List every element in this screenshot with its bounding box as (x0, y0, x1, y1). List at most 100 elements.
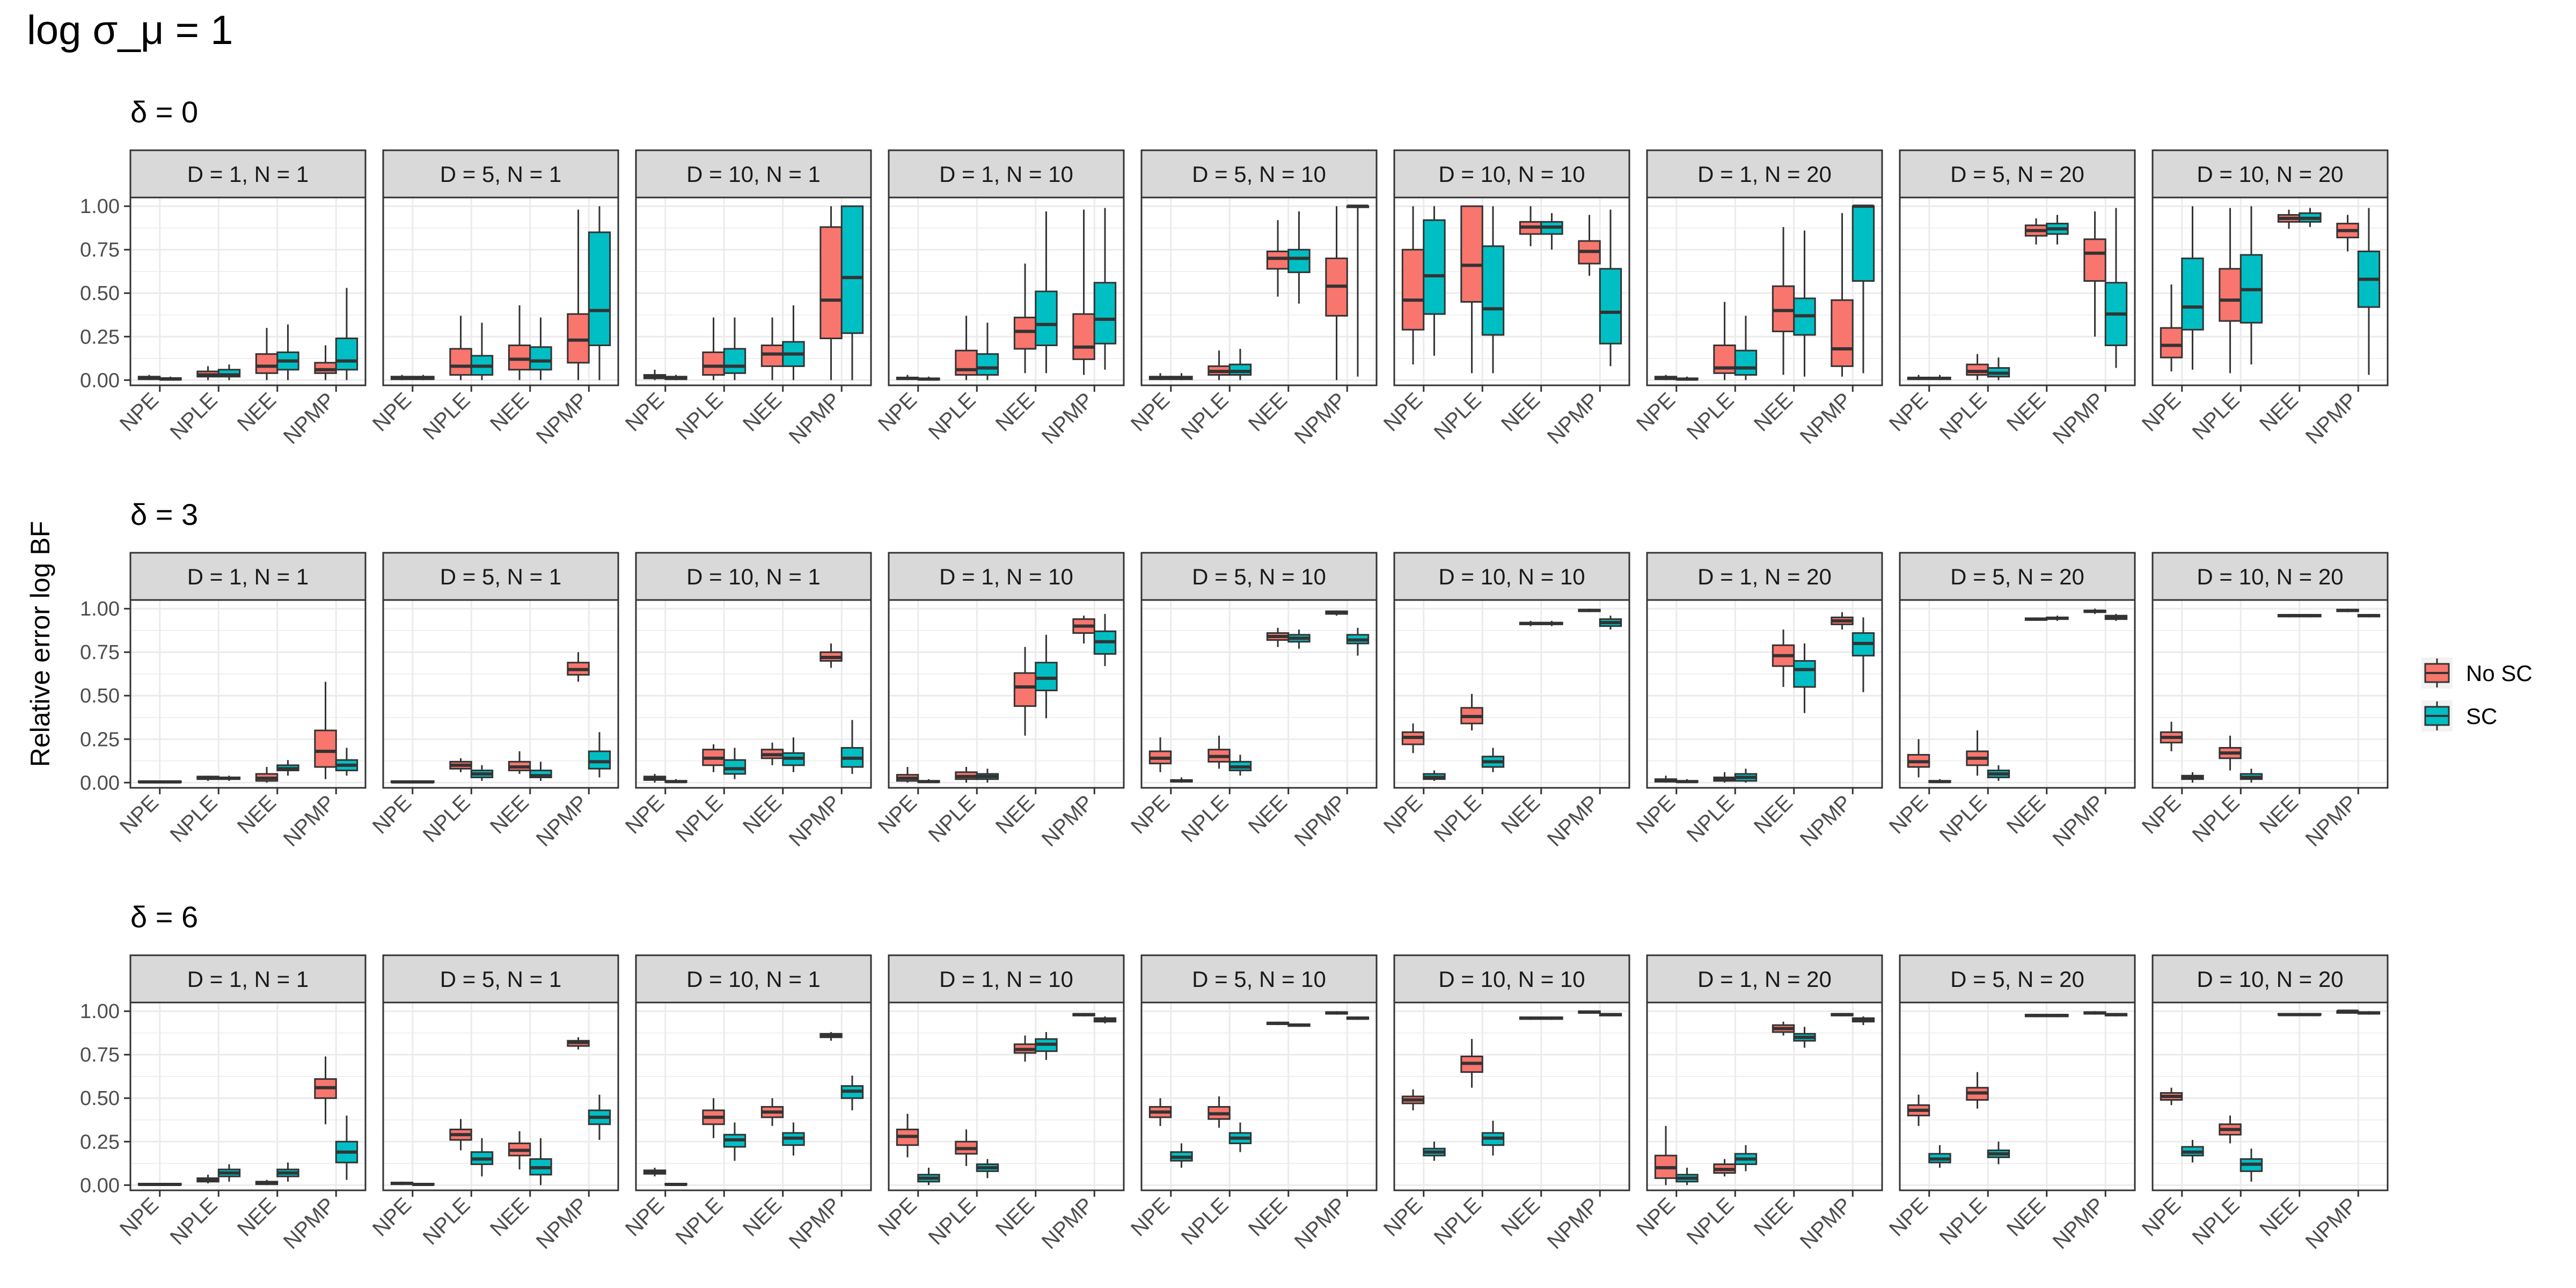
x-tick-label: NEE (1750, 1193, 1797, 1241)
x-tick-label: NEE (1750, 388, 1797, 436)
x-tick-label: NPLE (419, 1193, 475, 1249)
box-no-sc (1966, 1072, 1989, 1109)
panel-background (1647, 600, 1882, 788)
box-no-sc (567, 209, 590, 380)
box-sc (2299, 1013, 2322, 1016)
box-sc (1035, 1032, 1058, 1060)
box-sc (335, 288, 358, 380)
box-no-sc (955, 1129, 978, 1166)
box-sc (917, 779, 940, 784)
box-no-sc (1266, 220, 1290, 297)
box-no-sc (1013, 1035, 1037, 1062)
x-tick-label: NPMP (532, 1193, 592, 1254)
panel-border (129, 1001, 367, 1191)
strip-background (1646, 954, 1883, 1004)
strip-label: D = 5, N = 1 (440, 162, 561, 187)
x-tick-label: NEE (991, 791, 1039, 838)
box-sc (470, 323, 494, 380)
x-tick-label: NPLE (1682, 388, 1739, 444)
box-body (588, 231, 611, 346)
x-tick-label: NPLE (1430, 1193, 1486, 1249)
box-sc (1540, 1016, 1563, 1020)
box-sc (782, 1122, 805, 1156)
panel-border (2151, 599, 2389, 789)
box-sc (529, 762, 552, 781)
panel-background (1900, 197, 2135, 385)
x-tick-label: NPE (1379, 1193, 1427, 1241)
strip-label: D = 1, N = 1 (187, 967, 309, 992)
x-tick-label: NPLE (419, 388, 475, 444)
box-body (314, 362, 337, 374)
box-sc (159, 1182, 182, 1186)
x-tick-label: NEE (233, 388, 281, 436)
box-no-sc (896, 767, 919, 783)
box-body (1423, 219, 1446, 315)
box-sc (1734, 1145, 1758, 1172)
box-sc (1093, 208, 1117, 370)
box-no-sc (1713, 1159, 1736, 1177)
box-sc (664, 375, 687, 380)
x-tick-label: NPMP (1543, 388, 1604, 449)
panel-border (1899, 599, 2136, 789)
box-sc (2046, 1014, 2069, 1018)
x-tick-label: NPE (874, 791, 921, 838)
x-tick-label: NPLE (1430, 388, 1486, 444)
box-sc (1987, 1141, 2010, 1165)
x-tick-label: NPE (368, 388, 416, 436)
box-no-sc (896, 1114, 919, 1158)
panel-border (382, 599, 619, 789)
box-no-sc (2336, 1009, 2359, 1014)
strip-label: D = 5, N = 10 (1192, 162, 1326, 187)
x-tick-label: NPMP (1037, 388, 1098, 449)
box-body (1793, 660, 1816, 688)
strip-label: D = 10, N = 20 (2197, 967, 2343, 992)
box-body (760, 344, 784, 367)
box-no-sc (760, 742, 784, 765)
box-no-sc (1966, 730, 1989, 776)
panel-border (2151, 1001, 2389, 1191)
x-tick-label: NPLE (1935, 791, 1992, 847)
panel-background (1141, 1002, 1377, 1190)
strip-label: D = 5, N = 10 (1192, 967, 1326, 992)
x-tick-label: NPE (621, 1193, 669, 1241)
x-tick-label: NPLE (671, 1193, 728, 1249)
box-no-sc (2083, 211, 2106, 337)
box-sc (782, 305, 805, 380)
box-body (314, 729, 337, 768)
x-tick-label: NPMP (1037, 1193, 1098, 1254)
panel-border (1140, 196, 1378, 386)
figure-title: log σ_μ = 1 (27, 8, 233, 53)
row-title: δ = 0 (130, 95, 198, 129)
box-sc (276, 760, 299, 776)
box-sc (1987, 765, 2010, 781)
panel-border (2151, 196, 2389, 386)
legend-entry: SC (2421, 700, 2497, 731)
box-sc (1987, 357, 2010, 380)
panel-background (1647, 1002, 1882, 1190)
box-sc (1287, 630, 1311, 649)
x-tick-label: NPE (115, 388, 163, 436)
x-tick-label: NPLE (924, 791, 980, 847)
box-sc (2181, 772, 2204, 783)
x-tick-label: NPE (874, 388, 921, 436)
box-body (2181, 257, 2204, 331)
x-tick-label: NPE (2138, 791, 2185, 838)
x-tick-label: NEE (2255, 791, 2303, 838)
x-tick-label: NPMP (1796, 1193, 1856, 1254)
y-tick-label: 1.00 (80, 1000, 120, 1023)
x-tick-label: NPLE (2188, 388, 2244, 444)
box-sc (2104, 1013, 2128, 1016)
box-sc (470, 1138, 494, 1177)
y-tick-label: 0.75 (80, 1044, 120, 1066)
box-no-sc (1578, 215, 1601, 276)
box-no-sc (1266, 627, 1290, 647)
box-sc (412, 780, 435, 784)
box-no-sc (1578, 1010, 1601, 1014)
panel-border (1393, 196, 1630, 386)
strip-label: D = 1, N = 10 (939, 967, 1073, 992)
box-sc (1035, 211, 1058, 374)
